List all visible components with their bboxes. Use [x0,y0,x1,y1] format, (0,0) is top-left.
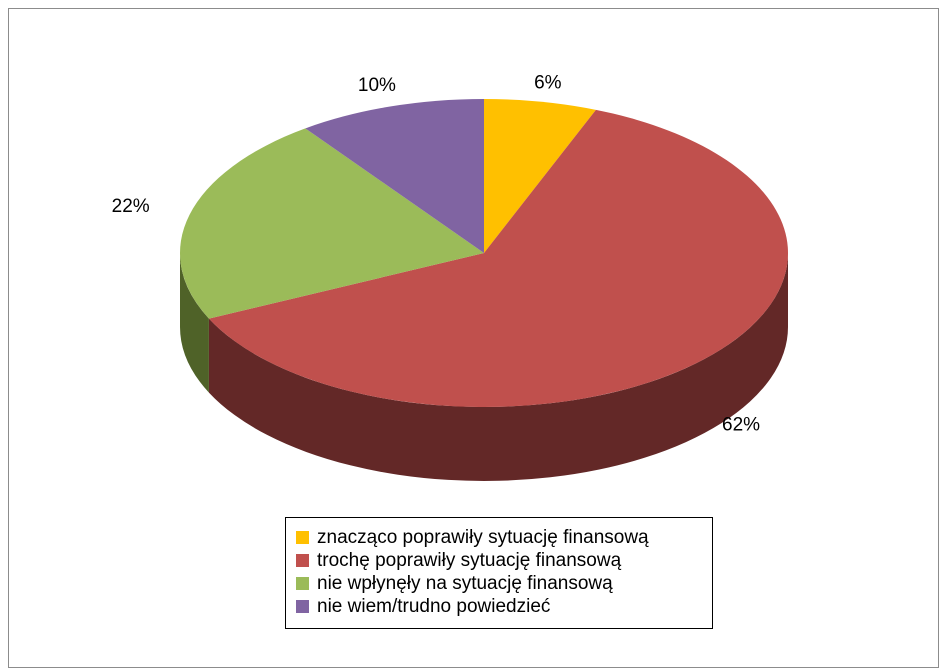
legend-label-3: nie wpłynęły na sytuację finansową [317,573,613,594]
legend-item-1: znacząco poprawiły sytuację finansową [296,526,712,549]
legend-label-4: nie wiem/trudno powiedzieć [317,596,551,617]
chart-area: 6% 62% 22% 10% znacząco poprawiły sytuację … [8,8,939,668]
pie-slice-1 [484,99,596,253]
data-label-1: 6% [534,73,562,94]
legend-swatch-2 [296,554,309,567]
legend-swatch-1 [296,531,309,544]
data-label-2: 62% [722,414,760,435]
pie-chart: 6% 62% 22% 10% [112,73,789,481]
pie-sides [180,253,789,481]
legend-swatch-3 [296,577,309,590]
pie-slice-2 [208,109,788,408]
legend-item-3: nie wpłynęły na sytuację finansową [296,572,712,595]
legend-swatch-4 [296,600,309,613]
data-label-3: 22% [112,196,150,217]
pie-slice-3 [180,128,484,319]
legend-item-4: nie wiem/trudno powiedzieć [296,595,712,618]
legend-label-1: znacząco poprawiły sytuację finansową [317,527,649,548]
data-labels: 6% 62% 22% 10% [112,73,761,436]
pie-slice-4 [305,99,484,253]
pie-top [180,99,788,408]
pie-side-3 [180,253,209,393]
legend-label-2: trochę poprawiły sytuację finansową [317,550,622,571]
legend: znacząco poprawiły sytuację finansową tr… [285,517,713,629]
legend-item-2: trochę poprawiły sytuację finansową [296,549,712,572]
data-label-4: 10% [358,75,396,96]
pie-side-2 [208,253,789,481]
